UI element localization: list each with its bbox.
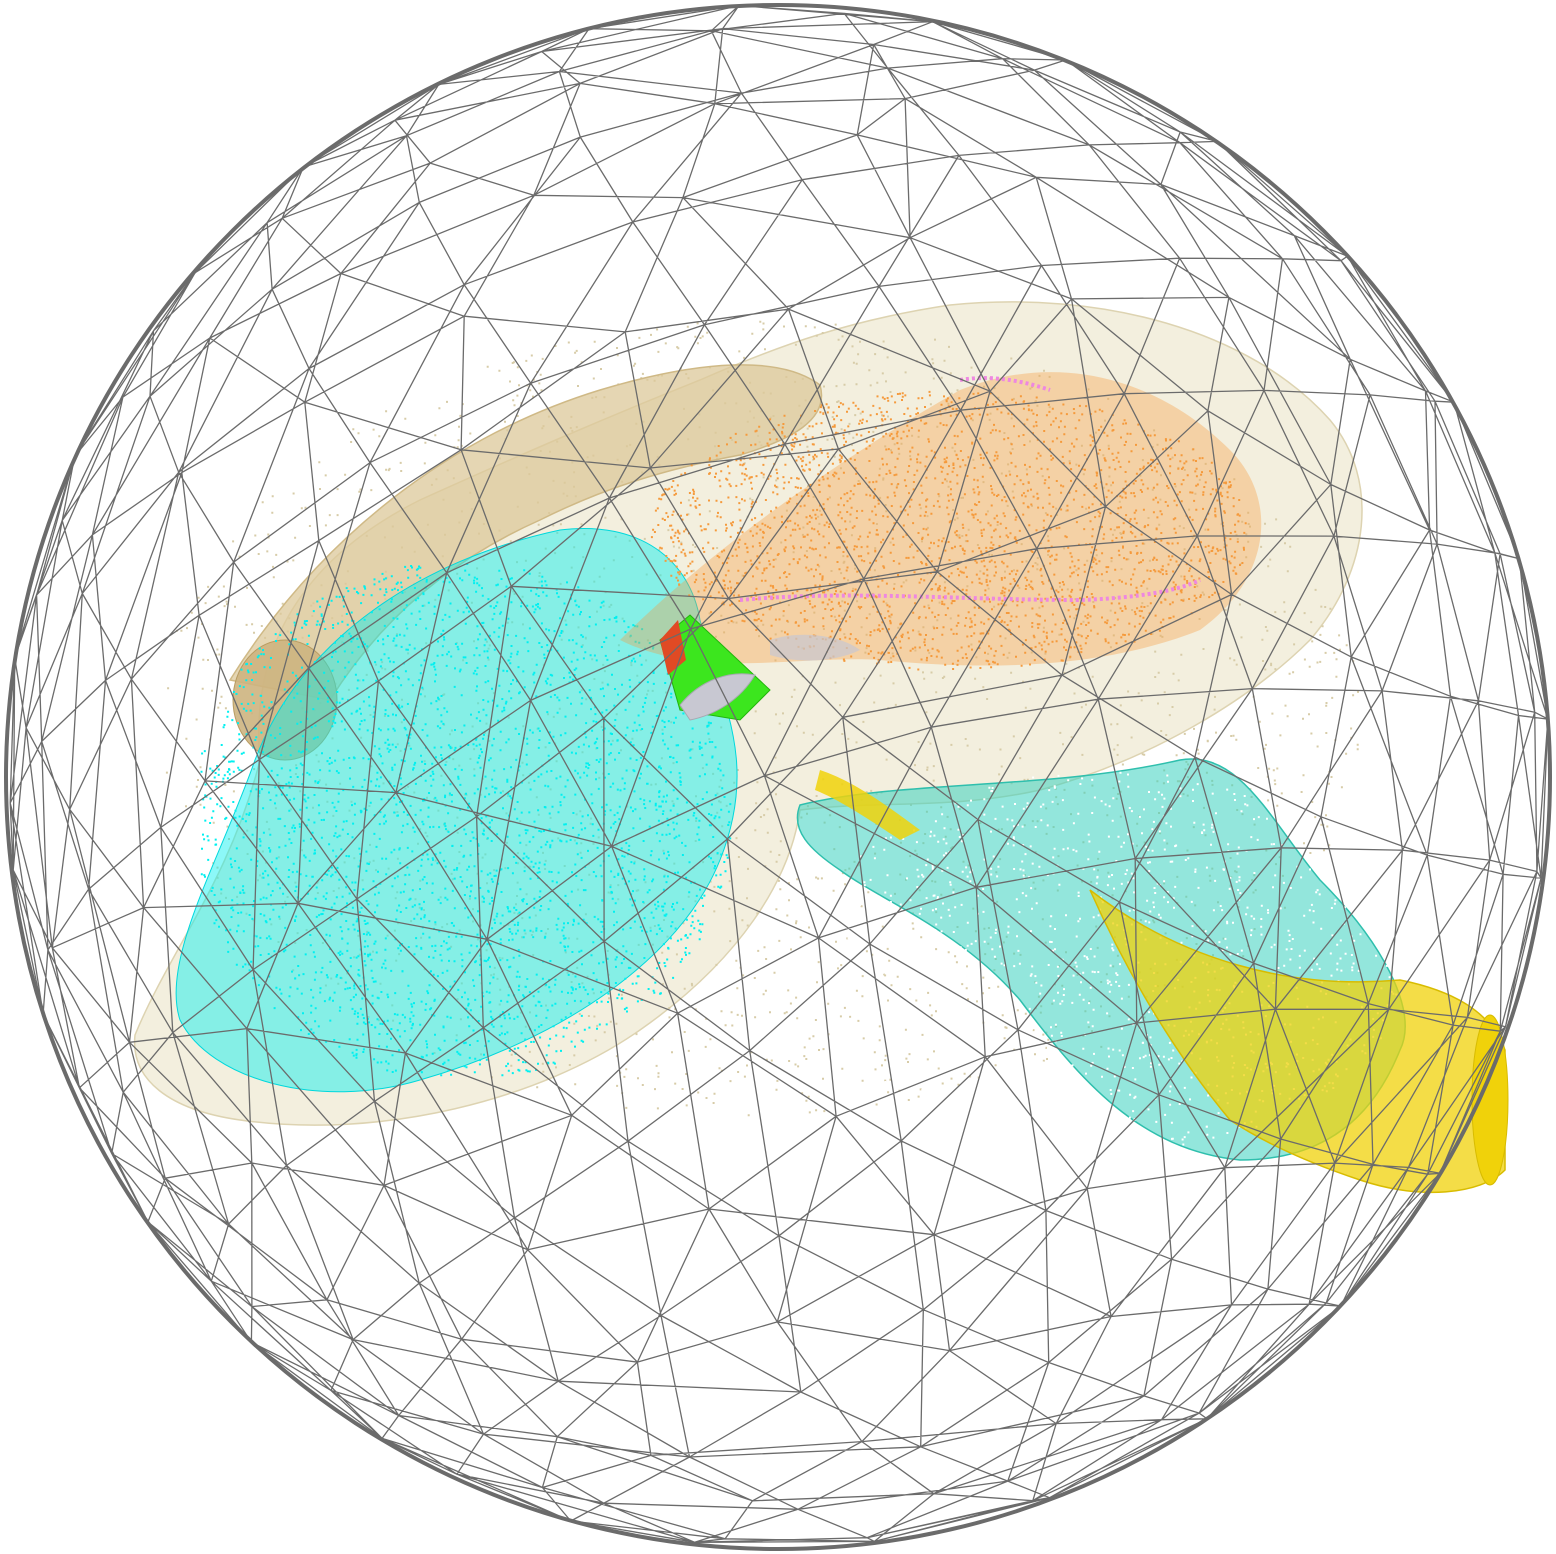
grey-nucleus-secondary (770, 634, 860, 661)
sphere-silhouette (4, 3, 1552, 1551)
corpus-callosum-surface (228, 364, 823, 701)
bounding-sphere-wireframe (4, 3, 1552, 1551)
thalamus-highlight (739, 578, 1201, 603)
brainstem-surface (1089, 889, 1506, 1194)
central-nuclei[interactable] (659, 614, 860, 721)
sphere-edges (9, 4, 1549, 1543)
brainstem-upper (815, 770, 920, 840)
grey-nucleus[interactable] (679, 673, 756, 721)
